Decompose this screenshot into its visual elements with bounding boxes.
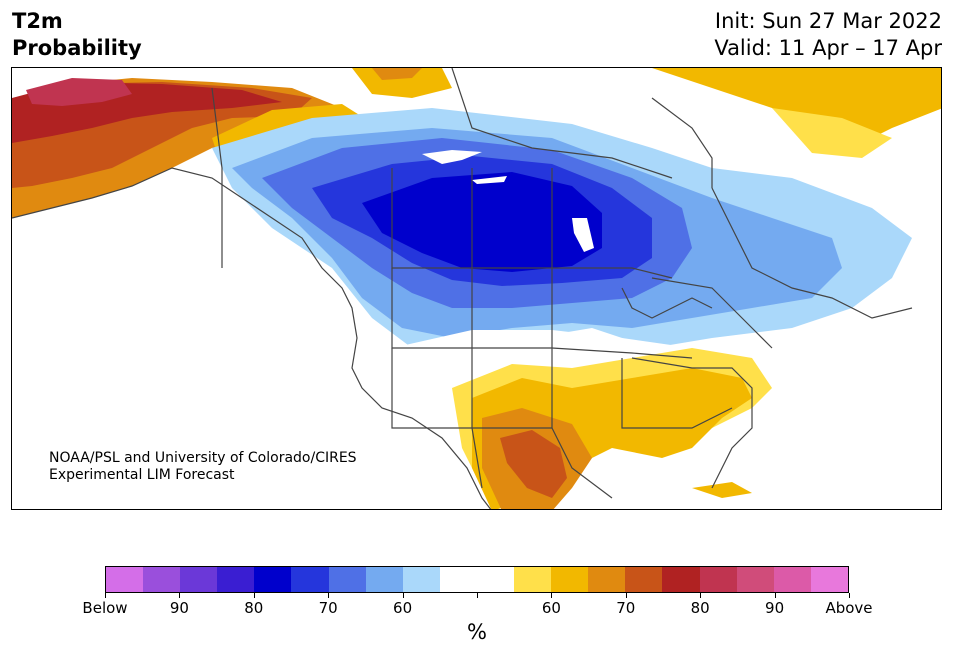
region-canada-below80 (362, 172, 602, 272)
colorbar-swatch (625, 567, 663, 592)
colorbar-swatch (402, 567, 440, 592)
colorbar-swatch (439, 567, 477, 592)
colorbar-tick-label: Below (82, 599, 128, 617)
colorbar (105, 566, 849, 593)
title-type: Probability (12, 36, 142, 60)
colorbar-swatch (773, 567, 811, 592)
colorbar-tick (551, 593, 553, 598)
region-lake-white-2 (472, 176, 507, 184)
map-title: T2m Probability (12, 8, 142, 62)
colorbar-swatch (254, 567, 292, 592)
colorbar-swatch (810, 567, 848, 592)
map-panel (11, 67, 942, 510)
colorbar-tick-label: 60 (541, 599, 561, 617)
colorbar-tick (253, 593, 255, 598)
credit-line-1: NOAA/PSL and University of Colorado/CIRE… (49, 450, 357, 466)
colorbar-tick (774, 593, 776, 598)
colorbar-tick-label: 90 (169, 599, 189, 617)
probability-map (12, 68, 941, 509)
colorbar-tick-label: 80 (244, 599, 264, 617)
colorbar-swatch (551, 567, 589, 592)
credit-line-2: Experimental LIM Forecast (49, 467, 235, 483)
title-variable: T2m (12, 9, 63, 33)
colorbar-tick-label: 80 (690, 599, 710, 617)
region-mexico-above70 (500, 430, 567, 498)
forecast-dates: Init: Sun 27 Mar 2022 Valid: 11 Apr – 17… (714, 8, 942, 62)
colorbar-swatch (662, 567, 700, 592)
colorbar-tick-label: 70 (616, 599, 636, 617)
region-greenland-above60 (652, 68, 941, 148)
region-alaska-above80 (26, 78, 132, 106)
valid-range: Valid: 11 Apr – 17 Apr (714, 36, 942, 60)
region-lake-white (422, 150, 482, 164)
region-greenland-above55 (772, 108, 892, 158)
colorbar-tick (402, 593, 404, 598)
colorbar-swatch (291, 567, 329, 592)
colorbar-swatch (180, 567, 218, 592)
colorbar-swatch (736, 567, 774, 592)
credit-text: NOAA/PSL and University of Colorado/CIRE… (49, 450, 357, 484)
region-lake-white-3 (572, 218, 594, 252)
colorbar-tick-label: 60 (393, 599, 413, 617)
colorbar-tick (477, 593, 478, 598)
region-caribbean-above60 (692, 482, 752, 498)
colorbar-tick (179, 593, 181, 598)
colorbar-swatch (143, 567, 181, 592)
colorbar-tick-label: 90 (765, 599, 785, 617)
init-date: Init: Sun 27 Mar 2022 (714, 9, 942, 33)
colorbar-swatch (217, 567, 255, 592)
colorbar-tick (700, 593, 702, 598)
colorbar-swatch (328, 567, 366, 592)
colorbar-tick (105, 593, 106, 598)
colorbar-swatch (106, 567, 144, 592)
region-arctic-above65 (372, 68, 422, 80)
colorbar-swatch (699, 567, 737, 592)
colorbar-swatch (365, 567, 403, 592)
colorbar-swatch (588, 567, 626, 592)
colorbar-tick-label: 70 (318, 599, 338, 617)
colorbar-swatch (476, 567, 515, 592)
colorbar-tick (849, 593, 850, 598)
colorbar-tick (625, 593, 627, 598)
borders (12, 68, 913, 509)
region-arctic-above60 (352, 68, 452, 98)
colorbar-swatch (514, 567, 552, 592)
colorbar-unit: % (467, 620, 487, 644)
colorbar-tick-label: Above (825, 599, 873, 617)
colorbar-tick (328, 593, 330, 598)
